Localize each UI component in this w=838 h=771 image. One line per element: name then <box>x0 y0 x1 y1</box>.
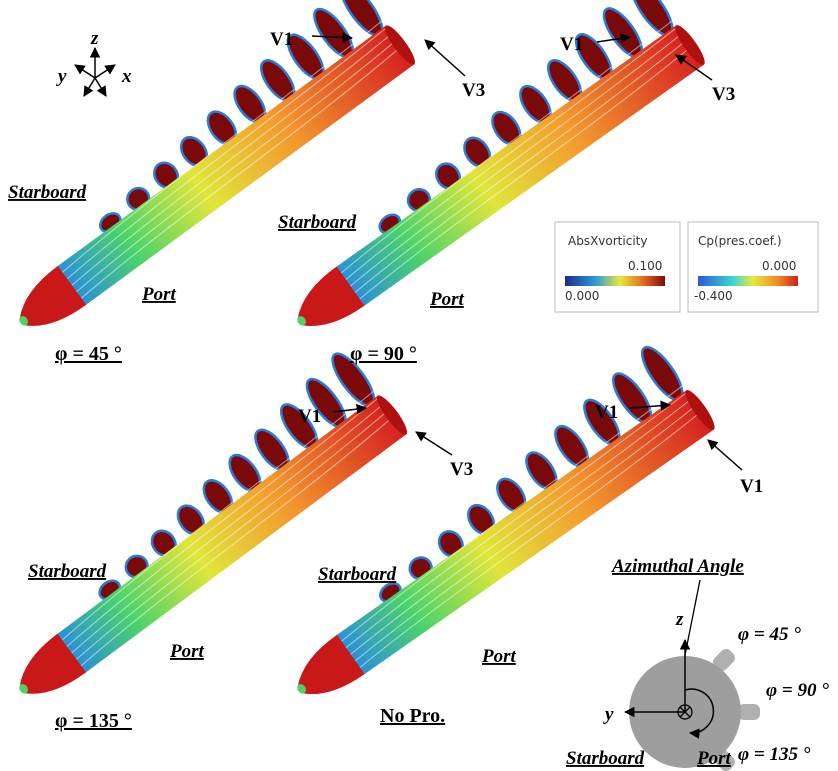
side-label: Port <box>696 748 732 769</box>
vortex-label: V3 <box>712 84 735 105</box>
axis-label: x <box>121 66 132 87</box>
arrow <box>416 432 452 455</box>
axis-label: z <box>90 28 99 49</box>
axis-triad: z y x <box>56 28 132 96</box>
vortex-label: V1 <box>560 34 583 55</box>
color-bar <box>698 276 798 286</box>
color-bar <box>565 276 665 286</box>
azimuth-inset: Azimuthal Angle z y φ = 45 ° φ = 90 ° φ … <box>566 556 829 771</box>
axis-label: z <box>675 609 684 630</box>
side-label: Port <box>429 289 465 310</box>
side-label: Starboard <box>28 561 107 582</box>
inset-title: Azimuthal Angle <box>611 556 744 577</box>
axis-arrow <box>95 78 106 96</box>
side-label: Starboard <box>566 748 645 769</box>
vortex-label: V1 <box>270 29 293 50</box>
side-label: Port <box>481 646 517 667</box>
axis-arrow <box>95 65 115 78</box>
legend-max: 0.000 <box>762 259 796 273</box>
axis-arrow <box>84 78 95 96</box>
vortex-label: V3 <box>450 459 473 480</box>
vortex-label: V3 <box>462 80 485 101</box>
figure: z y x V1 V3 Starboard Port φ = 45 ° V1 V… <box>0 0 838 771</box>
side-label: Starboard <box>8 182 87 203</box>
legend-title: Cp(pres.coef.) <box>698 234 782 248</box>
side-label: Port <box>141 284 177 305</box>
side-label: Starboard <box>278 212 357 233</box>
legend-vorticity: AbsXvorticity 0.100 0.000 <box>555 222 680 312</box>
caption: φ = 45 ° <box>55 343 122 365</box>
legend-title: AbsXvorticity <box>568 234 647 248</box>
side-label: Starboard <box>318 564 397 585</box>
axis-label: y <box>603 704 614 725</box>
caption: φ = 90 ° <box>350 343 417 365</box>
axis-label: y <box>56 66 67 87</box>
arrow <box>425 40 465 76</box>
angle-label: φ = 90 ° <box>766 680 829 701</box>
angle-label: φ = 45 ° <box>738 624 801 645</box>
axis-arrow <box>75 65 95 78</box>
side-label: Port <box>169 641 205 662</box>
vortex-label: V1 <box>298 406 321 427</box>
angle-label: φ = 135 ° <box>738 744 811 765</box>
vortex-label: V1 <box>740 476 763 497</box>
caption: No Pro. <box>380 705 445 727</box>
legend-min: 0.000 <box>565 289 599 303</box>
legend-min: -0.400 <box>694 289 733 303</box>
arrow <box>708 440 742 470</box>
vortex-label: V1 <box>595 402 618 423</box>
caption: φ = 135 ° <box>55 710 132 732</box>
legend-max: 0.100 <box>628 259 662 273</box>
fin <box>738 704 760 720</box>
legend-cp: Cp(pres.coef.) 0.000 -0.400 <box>688 222 818 312</box>
